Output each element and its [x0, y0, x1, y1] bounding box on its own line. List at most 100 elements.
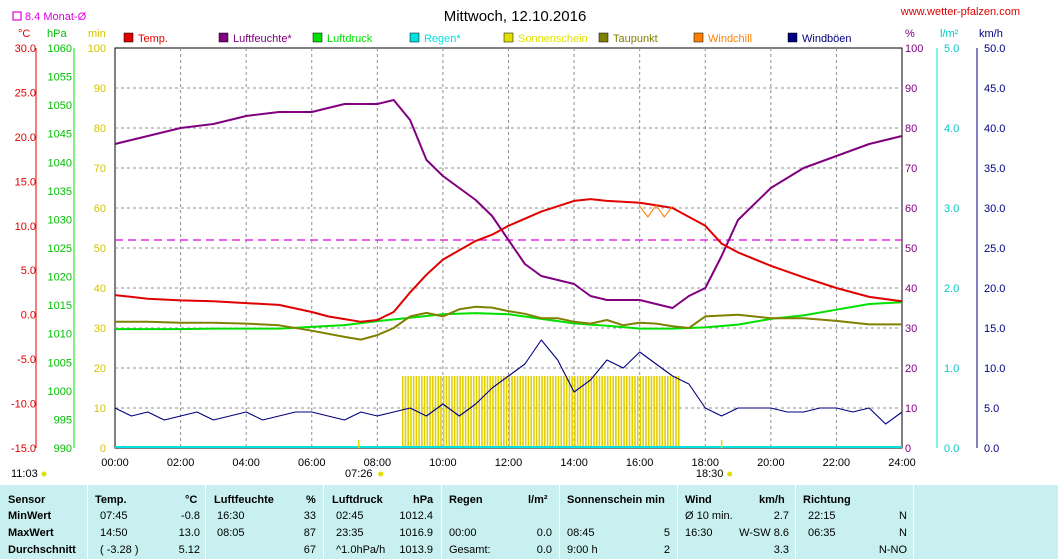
stats-hum-val: 67: [303, 544, 316, 556]
sunshine-bar: [522, 376, 524, 448]
pressure-tick-label: 990: [54, 443, 72, 455]
stats-temp-time: 07:45: [100, 510, 128, 522]
sunshine-bar: [571, 376, 573, 448]
legend-swatch: [409, 32, 420, 43]
stats-dir-time: 06:35: [808, 527, 836, 539]
rain-tick-label: 1.0: [944, 363, 959, 375]
stats-press-val: 1013.9: [399, 544, 433, 556]
minutes-tick-label: 10: [94, 403, 106, 415]
sunshine-bar: [503, 376, 505, 448]
sunshine-bar: [492, 376, 494, 448]
statistics-table: Sensor Temp. °C Luftfeuchte % Luftdruck …: [0, 485, 1058, 559]
temp-tick-label: -15.0: [11, 443, 36, 455]
sunshine-bar: [585, 376, 587, 448]
sunshine-bar: [426, 376, 429, 448]
header-humidity-unit: %: [306, 494, 316, 506]
pressure-tick-label: 1030: [48, 214, 72, 226]
sunshine-bar: [440, 376, 442, 448]
wind-tick-label: 50.0: [984, 43, 1005, 55]
legend-swatch: [598, 32, 609, 43]
sunshine-bar: [494, 376, 497, 448]
humidity-tick-label: 0: [905, 443, 911, 455]
stats-wind-time: 16:30: [685, 527, 713, 539]
sunshine-bar: [448, 376, 450, 448]
stats-sun-val: 2: [663, 544, 670, 556]
sunshine-bar: [451, 376, 453, 448]
wind-tick-label: 15.0: [984, 323, 1005, 335]
legend-swatch: [123, 32, 134, 43]
x-tick-label: 24:00: [888, 457, 916, 469]
sunshine-bar: [656, 376, 658, 448]
humidity-tick-label: 30: [905, 323, 917, 335]
stats-rain-val: 0.0: [536, 544, 552, 556]
humidity-tick-label: 20: [905, 363, 917, 375]
stats-hum-val: 33: [303, 510, 316, 522]
sunshine-bar: [541, 376, 543, 448]
stats-hum-time: 08:05: [217, 527, 245, 539]
sunshine-bar: [606, 376, 609, 448]
sunshine-bar: [612, 376, 614, 448]
legend-label: Windchill: [708, 33, 752, 45]
x-tick-label: 22:00: [823, 457, 851, 469]
temp-tick-label: 25.0: [15, 87, 36, 99]
sunset-icon: [727, 471, 733, 477]
humidity-tick-label: 50: [905, 243, 917, 255]
pressure-unit-label: hPa: [47, 28, 67, 40]
stats-rain-val: 0.0: [536, 527, 552, 539]
sunshine-bar: [653, 376, 655, 448]
x-tick-label: 02:00: [167, 457, 195, 469]
legend-label: Taupunkt: [613, 33, 658, 45]
wind-tick-label: 5.0: [984, 403, 999, 415]
sunshine-bar: [486, 376, 489, 448]
sunshine-bar: [524, 376, 527, 448]
legend-label: Temp.: [138, 33, 168, 45]
sunshine-bar: [513, 376, 516, 448]
website-link[interactable]: www.wetter-pfalzen.com: [900, 6, 1020, 18]
stats-press-time: ^1.0hPa/h: [336, 544, 386, 556]
header-temp: Temp.: [95, 494, 127, 506]
sunshine-bar: [669, 376, 672, 448]
series-line-windchill: [639, 204, 673, 218]
wind-tick-label: 0.0: [984, 443, 999, 455]
sunshine-bar: [661, 376, 664, 448]
sunshine-bar: [412, 376, 415, 448]
sunshine-bar: [557, 376, 560, 448]
sunshine-bar: [467, 376, 470, 448]
x-tick-label: 18:00: [691, 457, 719, 469]
humidity-tick-label: 70: [905, 163, 917, 175]
wind-unit-label: km/h: [979, 28, 1003, 40]
stats-temp-val: 13.0: [178, 527, 200, 539]
minutes-unit-label: min: [88, 28, 106, 40]
sunshine-bar: [677, 376, 680, 448]
sunshine-bar: [442, 376, 445, 448]
wind-tick-label: 45.0: [984, 83, 1005, 95]
sunshine-bar: [628, 376, 631, 448]
sunshine-bar: [407, 376, 409, 448]
sunshine-bar: [437, 376, 440, 448]
legend-swatch: [503, 32, 514, 43]
header-direction: Richtung: [803, 494, 851, 506]
wind-tick-label: 30.0: [984, 203, 1005, 215]
sunshine-bar: [647, 376, 650, 448]
header-pressure-unit: hPa: [413, 494, 434, 506]
temp-tick-label: 20.0: [15, 132, 36, 144]
humidity-tick-label: 80: [905, 123, 917, 135]
stats-hum-time: 16:30: [217, 510, 245, 522]
sunshine-bar: [604, 376, 606, 448]
stats-press-val: 1012.4: [399, 510, 433, 522]
sunshine-bar: [565, 376, 568, 448]
rain-tick-label: 3.0: [944, 203, 959, 215]
sunshine-bar: [516, 376, 519, 448]
header-rain-unit: l/m²: [528, 494, 548, 506]
sunshine-bar: [544, 376, 546, 448]
temp-tick-label: -5.0: [17, 354, 36, 366]
sunshine-bar: [609, 376, 612, 448]
series-line-temp: [114, 198, 903, 323]
sunshine-bar: [675, 376, 677, 448]
minutes-tick-label: 20: [94, 363, 106, 375]
sunshine-bar: [519, 376, 522, 448]
series-line-luftfeuchte: [114, 99, 903, 309]
x-tick-label: 06:00: [298, 457, 326, 469]
stats-wind-time: Ø 10 min.: [685, 510, 733, 522]
header-temp-unit: °C: [185, 494, 198, 506]
